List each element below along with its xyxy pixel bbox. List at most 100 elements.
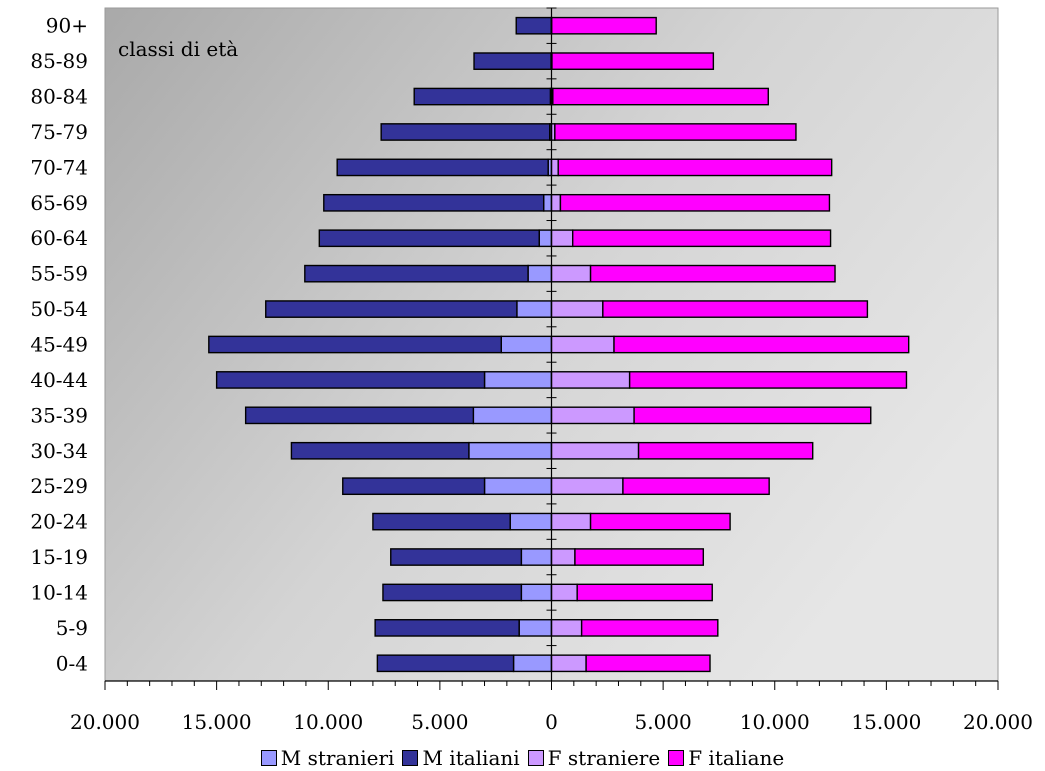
bar-m-stranieri-15-19	[520, 548, 553, 566]
bar-f-straniere-45-49	[550, 335, 615, 354]
bar-m-italiani-20-24	[372, 512, 511, 531]
category-label: 35-39	[30, 403, 88, 427]
category-label: 25-29	[30, 474, 88, 498]
x-tick-label: 10.000	[293, 710, 363, 734]
bar-f-italiane-35-39	[633, 406, 872, 425]
category-label: 80-84	[30, 85, 88, 109]
bar-m-italiani-85-89	[473, 52, 552, 70]
bar-f-italiane-5-9	[580, 619, 719, 637]
legend-item: M italiani	[402, 746, 520, 770]
category-label: 55-59	[30, 262, 88, 286]
bar-f-italiane-80-84	[552, 87, 769, 106]
legend-label: M italiani	[422, 746, 520, 770]
bar-m-stranieri-5-9	[518, 619, 553, 637]
x-tick-label: 10.000	[740, 710, 810, 734]
bar-f-straniere-30-34	[550, 441, 640, 460]
legend-swatch	[260, 750, 277, 766]
bar-m-stranieri-60-64	[538, 229, 553, 248]
bar-f-italiane-85-89	[551, 52, 715, 70]
category-label: 70-74	[30, 155, 88, 179]
x-tick-label: 20.000	[963, 710, 1033, 734]
x-tick-label: 0	[545, 710, 558, 734]
bar-m-stranieri-20-24	[509, 512, 553, 531]
bar-f-italiane-40-44	[628, 371, 908, 389]
bar-m-italiani-5-9	[374, 619, 520, 637]
legend-label: M stranieri	[280, 746, 395, 770]
legend-swatch	[402, 750, 419, 766]
bar-m-italiani-0-4	[376, 654, 515, 673]
bar-f-straniere-5-9	[550, 619, 583, 637]
bar-f-italiane-90+	[551, 16, 657, 35]
bar-m-italiani-10-14	[382, 583, 523, 602]
bar-f-straniere-0-4	[550, 654, 587, 673]
bar-f-straniere-20-24	[550, 512, 592, 531]
bar-f-italiane-20-24	[589, 512, 731, 531]
category-label: 20-24	[30, 510, 88, 534]
bar-m-stranieri-50-54	[516, 300, 553, 318]
legend-item: M stranieri	[260, 746, 395, 770]
bar-m-stranieri-10-14	[520, 583, 553, 602]
x-tick-label: 15.000	[182, 710, 252, 734]
bar-f-straniere-40-44	[550, 371, 631, 389]
bar-m-italiani-35-39	[244, 406, 475, 425]
x-tick-label: 20.000	[70, 710, 140, 734]
bar-m-italiani-25-29	[342, 477, 486, 496]
bar-m-stranieri-0-4	[512, 654, 553, 673]
bar-m-italiani-30-34	[290, 441, 470, 460]
category-label: 5-9	[56, 616, 88, 640]
bar-f-italiane-0-4	[585, 654, 711, 673]
bar-f-italiane-10-14	[576, 583, 713, 602]
bar-m-italiani-70-74	[336, 158, 549, 177]
bar-f-italiane-15-19	[574, 548, 705, 566]
bar-m-italiani-80-84	[413, 87, 552, 106]
bar-m-stranieri-25-29	[483, 477, 553, 496]
bar-m-italiani-90+	[515, 16, 552, 35]
legend-swatch	[668, 750, 685, 766]
bar-m-italiani-55-59	[304, 264, 529, 283]
bar-f-italiane-50-54	[602, 300, 869, 318]
bar-f-straniere-15-19	[550, 548, 576, 566]
bar-m-stranieri-55-59	[527, 264, 553, 283]
bar-m-italiani-45-49	[208, 335, 502, 354]
x-tick-label: 5.000	[411, 710, 468, 734]
bar-f-italiane-45-49	[613, 335, 910, 354]
bar-f-straniere-60-64	[550, 229, 574, 248]
bar-m-italiani-65-69	[323, 193, 545, 212]
bar-f-italiane-60-64	[572, 229, 832, 248]
bar-f-straniere-35-39	[550, 406, 635, 425]
category-label: 85-89	[30, 49, 88, 73]
bar-f-italiane-25-29	[622, 477, 770, 496]
category-label: 75-79	[30, 120, 88, 144]
bar-m-stranieri-45-49	[500, 335, 553, 354]
bar-f-italiane-75-79	[554, 123, 797, 141]
category-label: 45-49	[30, 333, 88, 357]
bar-f-italiane-55-59	[589, 264, 836, 283]
annotation-label: classi di età	[118, 37, 238, 61]
bar-m-italiani-40-44	[215, 371, 486, 389]
bar-f-straniere-25-29	[550, 477, 624, 496]
category-label: 65-69	[30, 191, 88, 215]
bar-f-straniere-65-69	[550, 193, 562, 212]
bar-f-straniere-55-59	[550, 264, 592, 283]
bar-f-straniere-50-54	[550, 300, 604, 318]
category-label: 15-19	[30, 545, 88, 569]
bar-f-italiane-70-74	[557, 158, 833, 177]
bar-f-straniere-70-74	[550, 158, 559, 177]
legend: M stranieri M italiani F straniere F italia…	[0, 746, 1045, 770]
category-label: 30-34	[30, 439, 88, 463]
x-tick-label: 5.000	[634, 710, 691, 734]
category-label: 90+	[46, 14, 88, 38]
bar-m-stranieri-65-69	[542, 193, 553, 212]
legend-swatch	[527, 750, 544, 766]
bar-m-stranieri-30-34	[468, 441, 553, 460]
bar-m-italiani-60-64	[318, 229, 540, 248]
bar-m-stranieri-40-44	[483, 371, 553, 389]
bar-m-stranieri-35-39	[472, 406, 553, 425]
category-label: 60-64	[30, 226, 88, 250]
legend-label: F straniere	[547, 746, 661, 770]
bar-f-straniere-10-14	[550, 583, 578, 602]
x-tick-label: 15.000	[851, 710, 921, 734]
bar-f-italiane-30-34	[637, 441, 814, 460]
category-label: 10-14	[30, 580, 88, 604]
